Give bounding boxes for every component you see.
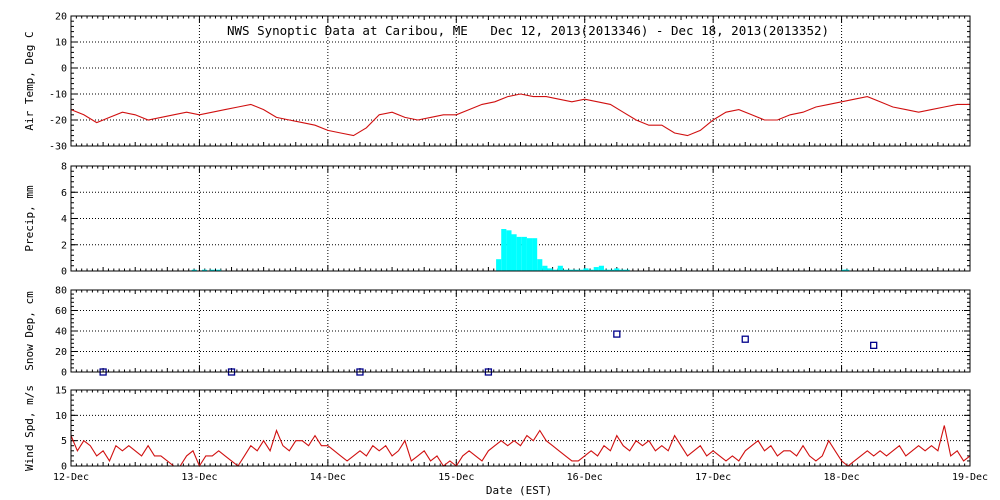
precip-bar	[578, 269, 584, 271]
precip-bar	[547, 268, 553, 271]
y-tick-label: 0	[61, 368, 67, 379]
snow-depth-marker	[741, 335, 749, 343]
snow-frame	[70, 289, 971, 373]
y-tick-label: 8	[61, 162, 67, 173]
precip-bar	[201, 269, 208, 271]
precip-bar	[532, 238, 538, 271]
temp-y-axis-label: Air Temp, Deg C	[23, 31, 36, 130]
y-tick-label: -10	[49, 90, 67, 101]
precip-panel: 8 6 4 2 0 Precip, mm	[23, 162, 971, 278]
precip-bar	[583, 268, 589, 271]
precip-bar	[191, 269, 197, 271]
y-tick-label: -20	[49, 116, 67, 127]
y-tick-label: 5	[61, 436, 67, 447]
wind-panel: 15 10 5 0 Wind Spd, m/s	[23, 385, 971, 473]
x-tick-label: 13-Dec	[181, 472, 217, 483]
y-tick-label: 0	[61, 64, 67, 75]
temp-series-line	[70, 93, 970, 137]
x-tick-label: 19-Dec	[952, 472, 988, 483]
figure-title: NWS Synoptic Data at Caribou, ME Dec 12,…	[227, 23, 829, 38]
wind-y-axis-label: Wind Spd, m/s	[23, 385, 36, 471]
snow-panel: 80 60 40 20 0 Snow Dep, cm	[23, 286, 971, 379]
precip-bar	[526, 238, 533, 271]
snow-depth-marker	[870, 341, 878, 350]
y-tick-label: 60	[55, 306, 67, 317]
precip-bar	[501, 229, 507, 271]
precip-bar	[603, 269, 610, 271]
precip-bar	[598, 265, 604, 271]
y-tick-label: 20	[55, 12, 67, 23]
precip-frame	[70, 165, 971, 272]
precip-bar	[562, 269, 569, 271]
y-tick-label: 6	[61, 188, 67, 199]
x-tick-label: 17-Dec	[695, 472, 731, 483]
y-tick-label: 40	[55, 327, 67, 338]
temp-frame	[70, 15, 971, 147]
y-tick-label: 10	[55, 38, 67, 49]
precip-bar	[614, 268, 620, 271]
snow-y-axis-label: Snow Dep, cm	[23, 291, 36, 371]
snow-depth-marker	[613, 330, 621, 338]
precip-bar	[511, 234, 517, 271]
y-tick-label: 80	[55, 286, 67, 297]
precip-y-axis-label: Precip, mm	[23, 185, 36, 252]
y-tick-label: 0	[61, 267, 67, 278]
precip-bar	[542, 265, 548, 271]
y-tick-label: -30	[49, 142, 67, 153]
wind-series-line	[70, 425, 971, 468]
y-tick-label: 15	[55, 386, 67, 397]
precip-bar	[516, 236, 522, 271]
x-axis-label: Date (EST)	[486, 484, 552, 497]
y-tick-label: 10	[55, 411, 67, 422]
x-tick-label: 12-Dec	[53, 472, 89, 483]
temp-panel: 20 10 0 -10 -20 -30 Air Temp, Deg C	[23, 12, 971, 153]
y-tick-label: 20	[55, 347, 67, 358]
precip-bar	[568, 269, 574, 271]
precip-bar	[209, 269, 215, 271]
precip-bar	[557, 265, 563, 271]
x-tick-label: 14-Dec	[310, 472, 346, 483]
precip-bar	[573, 269, 579, 271]
precip-bar	[593, 267, 599, 271]
precip-bar	[506, 230, 512, 271]
precip-bar	[844, 269, 850, 271]
x-tick-label: 18-Dec	[824, 472, 860, 483]
y-tick-label: 4	[61, 214, 67, 225]
precip-bar	[609, 269, 615, 271]
precip-bar	[619, 269, 625, 271]
precip-bar	[521, 236, 527, 271]
precip-bar	[552, 269, 558, 271]
y-tick-label: 2	[61, 240, 67, 251]
precip-bar	[537, 259, 543, 271]
precip-bar	[496, 259, 502, 271]
x-tick-label: 16-Dec	[567, 472, 603, 483]
y-tick-label: 0	[61, 462, 67, 473]
x-tick-label: 15-Dec	[438, 472, 474, 483]
wind-frame	[70, 389, 971, 467]
precip-bar	[588, 269, 594, 271]
precip-bar	[216, 269, 222, 271]
precip-bar	[624, 269, 630, 271]
